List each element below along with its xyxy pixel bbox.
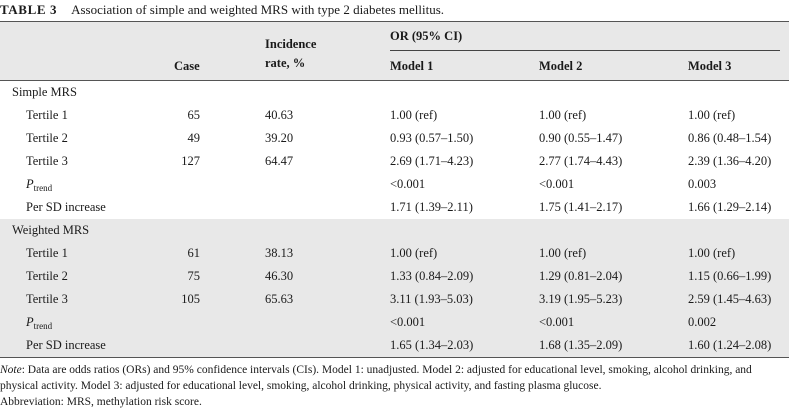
- cell-model3: 0.003: [688, 177, 717, 191]
- cell-case: 105: [181, 292, 200, 306]
- results-table: Case Incidence rate, % OR (95% CI) Model…: [0, 21, 789, 358]
- section-header-row: Simple MRS: [0, 81, 789, 104]
- cell-model2: 1.29 (0.81–2.04): [539, 269, 623, 283]
- table-number: TABLE 3: [0, 2, 58, 17]
- cell-model1: 2.69 (1.71–4.23): [390, 154, 474, 168]
- cell-model3: 0.86 (0.48–1.54): [688, 131, 772, 145]
- cell-model3: 2.39 (1.36–4.20): [688, 154, 772, 168]
- cell-model3: 1.00 (ref): [688, 246, 736, 260]
- cell-case: 61: [187, 246, 201, 260]
- row-label: Tertile 3: [26, 154, 68, 168]
- cell-model2: 3.19 (1.95–5.23): [539, 292, 623, 306]
- cell-model2: 1.75 (1.41–2.17): [539, 200, 623, 214]
- row-label: Per SD increase: [26, 200, 106, 214]
- cell-model2: 1.68 (1.35–2.09): [539, 338, 623, 352]
- cell-case: 127: [181, 154, 200, 168]
- abbreviation-note: Abbreviation: MRS, methylation risk scor…: [0, 396, 202, 408]
- table-row: Tertile 1 65 40.63 1.00 (ref) 1.00 (ref) 1.00…: [0, 104, 789, 127]
- table-title: Association of simple and weighted MRS w…: [71, 2, 445, 17]
- cell-incidence-rate: 39.20: [265, 131, 294, 145]
- cell-model1: 1.71 (1.39–2.11): [390, 200, 473, 214]
- table-bottom-rule: [0, 357, 789, 358]
- table-caption: TABLE 3 Association of simple and weighte…: [0, 0, 789, 20]
- row-label: Per SD increase: [26, 338, 106, 352]
- table-row: Tertile 1 61 38.13 1.00 (ref) 1.00 (ref) 1.00…: [0, 242, 789, 265]
- header-incidence-line2: rate, %: [265, 56, 306, 70]
- cell-model1: 0.93 (0.57–1.50): [390, 131, 474, 145]
- note-text: : Data are odds ratios (ORs) and 95% con…: [0, 364, 752, 392]
- row-label: Tertile 3: [26, 292, 68, 306]
- row-label: Tertile 1: [26, 246, 68, 260]
- cell-model2: 1.00 (ref): [539, 246, 587, 260]
- cell-incidence-rate: 38.13: [265, 246, 294, 260]
- cell-model3: 2.59 (1.45–4.63): [688, 292, 772, 306]
- table-row: Per SD increase 1.65 (1.34–2.03) 1.68 (1.3…: [0, 334, 789, 357]
- cell-model3: 1.60 (1.24–2.08): [688, 338, 772, 352]
- note-paragraph: Note: Data are odds ratios (ORs) and 95%…: [0, 362, 789, 394]
- cell-model3: 1.66 (1.29–2.14): [688, 200, 772, 214]
- table-row: Tertile 2 49 39.20 0.93 (0.57–1.50) 0.90 (0.…: [0, 127, 789, 150]
- section-title: Weighted MRS: [12, 223, 90, 237]
- cell-incidence-rate: 40.63: [265, 108, 294, 122]
- header-model2: Model 2: [539, 59, 583, 73]
- cell-incidence-rate: 64.47: [265, 154, 294, 168]
- cell-case: 49: [187, 131, 201, 145]
- cell-case: 75: [187, 269, 201, 283]
- cell-model1: <0.001: [390, 315, 426, 329]
- cell-incidence-rate: 65.63: [265, 292, 294, 306]
- table-row: Tertile 2 75 46.30 1.33 (0.84–2.09) 1.29 (0.…: [0, 265, 789, 288]
- p-symbol: P: [26, 315, 34, 329]
- cell-model1: 1.00 (ref): [390, 246, 438, 260]
- cell-model2: 2.77 (1.74–4.43): [539, 154, 623, 168]
- section-header-row: Weighted MRS: [0, 219, 789, 242]
- table-body: Simple MRS Tertile 1 65 40.63 1.00 (ref) 1.00…: [0, 81, 789, 357]
- row-label: Tertile 1: [26, 108, 68, 122]
- cell-model1: 1.00 (ref): [390, 108, 438, 122]
- header-or-group: OR (95% CI): [390, 29, 463, 43]
- cell-incidence-rate: 46.30: [265, 269, 294, 283]
- header-case: Case: [174, 59, 200, 73]
- cell-case: 65: [187, 108, 201, 122]
- table-row: Per SD increase 1.71 (1.39–2.11) 1.75 (1.4…: [0, 196, 789, 219]
- cell-model1: <0.001: [390, 177, 426, 191]
- cell-model1: 1.33 (0.84–2.09): [390, 269, 474, 283]
- cell-model2: 1.00 (ref): [539, 108, 587, 122]
- cell-model2: 0.90 (0.55–1.47): [539, 131, 623, 145]
- table-header: Case Incidence rate, % OR (95% CI) Model…: [0, 21, 789, 81]
- section-title: Simple MRS: [12, 85, 77, 99]
- p-symbol: P: [26, 177, 34, 191]
- cell-model3: 1.15 (0.66–1.99): [688, 269, 772, 283]
- row-label: Ptrend: [26, 173, 52, 197]
- cell-model2: <0.001: [539, 315, 575, 329]
- table-row: Tertile 3 105 65.63 3.11 (1.93–5.03) 3.19 (1…: [0, 288, 789, 311]
- header-group-rule: [390, 50, 780, 51]
- row-label: Tertile 2: [26, 269, 68, 283]
- header-model1: Model 1: [390, 59, 434, 73]
- row-label: Ptrend: [26, 311, 52, 335]
- header-incidence-line1: Incidence: [265, 37, 317, 51]
- cell-model3: 1.00 (ref): [688, 108, 736, 122]
- table-row: Ptrend <0.001 <0.001 0.002: [0, 311, 789, 334]
- cell-model2: <0.001: [539, 177, 575, 191]
- p-subscript: trend: [33, 321, 53, 331]
- note-label: Note: [0, 364, 22, 376]
- header-model3: Model 3: [688, 59, 732, 73]
- table-row: Ptrend <0.001 <0.001 0.003: [0, 173, 789, 196]
- cell-model1: 3.11 (1.93–5.03): [390, 292, 473, 306]
- cell-model1: 1.65 (1.34–2.03): [390, 338, 474, 352]
- table-row: Tertile 3 127 64.47 2.69 (1.71–4.23) 2.77 (1…: [0, 150, 789, 173]
- cell-model3: 0.002: [688, 315, 717, 329]
- p-subscript: trend: [33, 183, 53, 193]
- row-label: Tertile 2: [26, 131, 68, 145]
- table-footnotes: Note: Data are odds ratios (ORs) and 95%…: [0, 362, 789, 410]
